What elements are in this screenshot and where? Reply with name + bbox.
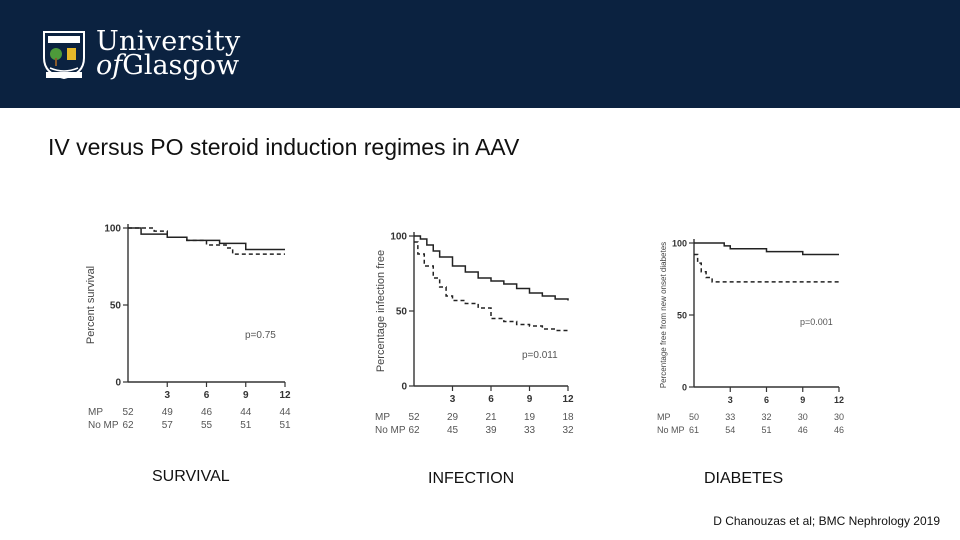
- x-tick-label: 12: [279, 390, 291, 401]
- y-tick-label: 50: [110, 301, 122, 312]
- risk-row-label: No MP: [88, 420, 119, 431]
- risk-value: 29: [447, 412, 459, 423]
- x-tick-label: 3: [728, 395, 733, 405]
- risk-value: 32: [761, 412, 771, 422]
- risk-value: 49: [162, 407, 174, 418]
- y-axis-label: Percentage infection free: [375, 250, 387, 372]
- slide-title: IV versus PO steroid induction regimes i…: [48, 134, 520, 160]
- infection-chart: 0 50 100 3 6 9 12 Percentage infection free p=0.…: [375, 232, 574, 437]
- wordmark-of: of: [96, 50, 123, 81]
- crest-icon: [43, 31, 85, 80]
- risk-value: 46: [834, 425, 844, 435]
- y-tick-label: 100: [672, 239, 687, 249]
- x-tick-label: 12: [834, 395, 844, 405]
- x-tick-label: 9: [527, 394, 533, 405]
- risk-value: 46: [201, 407, 213, 418]
- citation: D Chanouzas et al; BMC Nephrology 2019: [713, 514, 940, 528]
- x-tick-label: 12: [562, 394, 574, 405]
- risk-row-label: MP: [657, 412, 671, 422]
- risk-value: 39: [485, 425, 497, 436]
- risk-value: 44: [279, 407, 291, 418]
- risk-row-label: MP: [375, 412, 390, 423]
- infection-caption: INFECTION: [428, 470, 515, 487]
- risk-value: 62: [122, 420, 134, 431]
- p-value-annotation: p=0.75: [245, 330, 276, 341]
- series-mp: [128, 227, 285, 251]
- x-tick-label: 9: [243, 390, 249, 401]
- y-tick-label: 100: [104, 224, 121, 235]
- series-no-mp: [414, 241, 568, 332]
- risk-value: 21: [485, 412, 497, 423]
- y-axis-label: Percentage free from new onset diabetes: [659, 242, 668, 388]
- x-tick-label: 6: [764, 395, 769, 405]
- risk-value: 55: [201, 420, 213, 431]
- risk-value: 32: [562, 425, 574, 436]
- series-mp: [414, 235, 569, 301]
- survival-chart: 0 50 100 3 6 9 12 Percent survival p=0.75 MP 52 49 4…: [85, 224, 291, 432]
- risk-value: 18: [562, 412, 574, 423]
- p-value-annotation: p=0.001: [800, 317, 833, 327]
- risk-value: 45: [447, 425, 459, 436]
- y-tick-label: 100: [390, 232, 407, 243]
- university-wordmark-line2: ofGlasgow: [96, 50, 239, 81]
- risk-row-label: MP: [88, 407, 103, 418]
- diabetes-caption: DIABETES: [704, 470, 784, 487]
- y-tick-label: 50: [677, 311, 687, 321]
- risk-value: 33: [524, 425, 536, 436]
- y-tick-label: 50: [396, 307, 408, 318]
- wordmark-glasgow: Glasgow: [122, 50, 240, 81]
- x-tick-label: 3: [164, 390, 170, 401]
- series-no-mp: [694, 253, 839, 283]
- risk-value: 52: [122, 407, 134, 418]
- series-mp: [694, 242, 839, 256]
- y-tick-label: 0: [115, 378, 121, 389]
- risk-value: 51: [240, 420, 252, 431]
- risk-value: 30: [834, 412, 844, 422]
- risk-value: 33: [725, 412, 735, 422]
- risk-row-label: No MP: [657, 425, 685, 435]
- university-logo[interactable]: University ofGlasgow: [40, 26, 255, 82]
- y-axis-label: Percent survival: [85, 266, 97, 344]
- risk-value: 51: [761, 425, 771, 435]
- x-tick-label: 9: [800, 395, 805, 405]
- risk-value: 51: [279, 420, 291, 431]
- y-tick-label: 0: [682, 383, 687, 393]
- risk-value: 30: [798, 412, 808, 422]
- risk-row-label: No MP: [375, 425, 406, 436]
- risk-value: 54: [725, 425, 735, 435]
- x-tick-label: 6: [204, 390, 210, 401]
- risk-value: 61: [689, 425, 699, 435]
- risk-value: 46: [798, 425, 808, 435]
- risk-value: 62: [408, 425, 420, 436]
- university-wordmark-line1: University: [96, 26, 241, 57]
- survival-caption: SURVIVAL: [152, 468, 230, 485]
- risk-value: 44: [240, 407, 252, 418]
- x-tick-label: 6: [488, 394, 494, 405]
- x-tick-label: 3: [450, 394, 456, 405]
- y-tick-label: 0: [401, 382, 407, 393]
- p-value-annotation: p=0.011: [522, 350, 558, 361]
- risk-value: 52: [408, 412, 420, 423]
- risk-value: 57: [162, 420, 174, 431]
- risk-value: 50: [689, 412, 699, 422]
- series-no-mp: [128, 227, 285, 255]
- diabetes-chart: 0 50 100 3 6 9 12 Percentage free from new onse…: [657, 239, 844, 436]
- header-bar: University ofGlasgow: [0, 0, 960, 108]
- risk-value: 19: [524, 412, 536, 423]
